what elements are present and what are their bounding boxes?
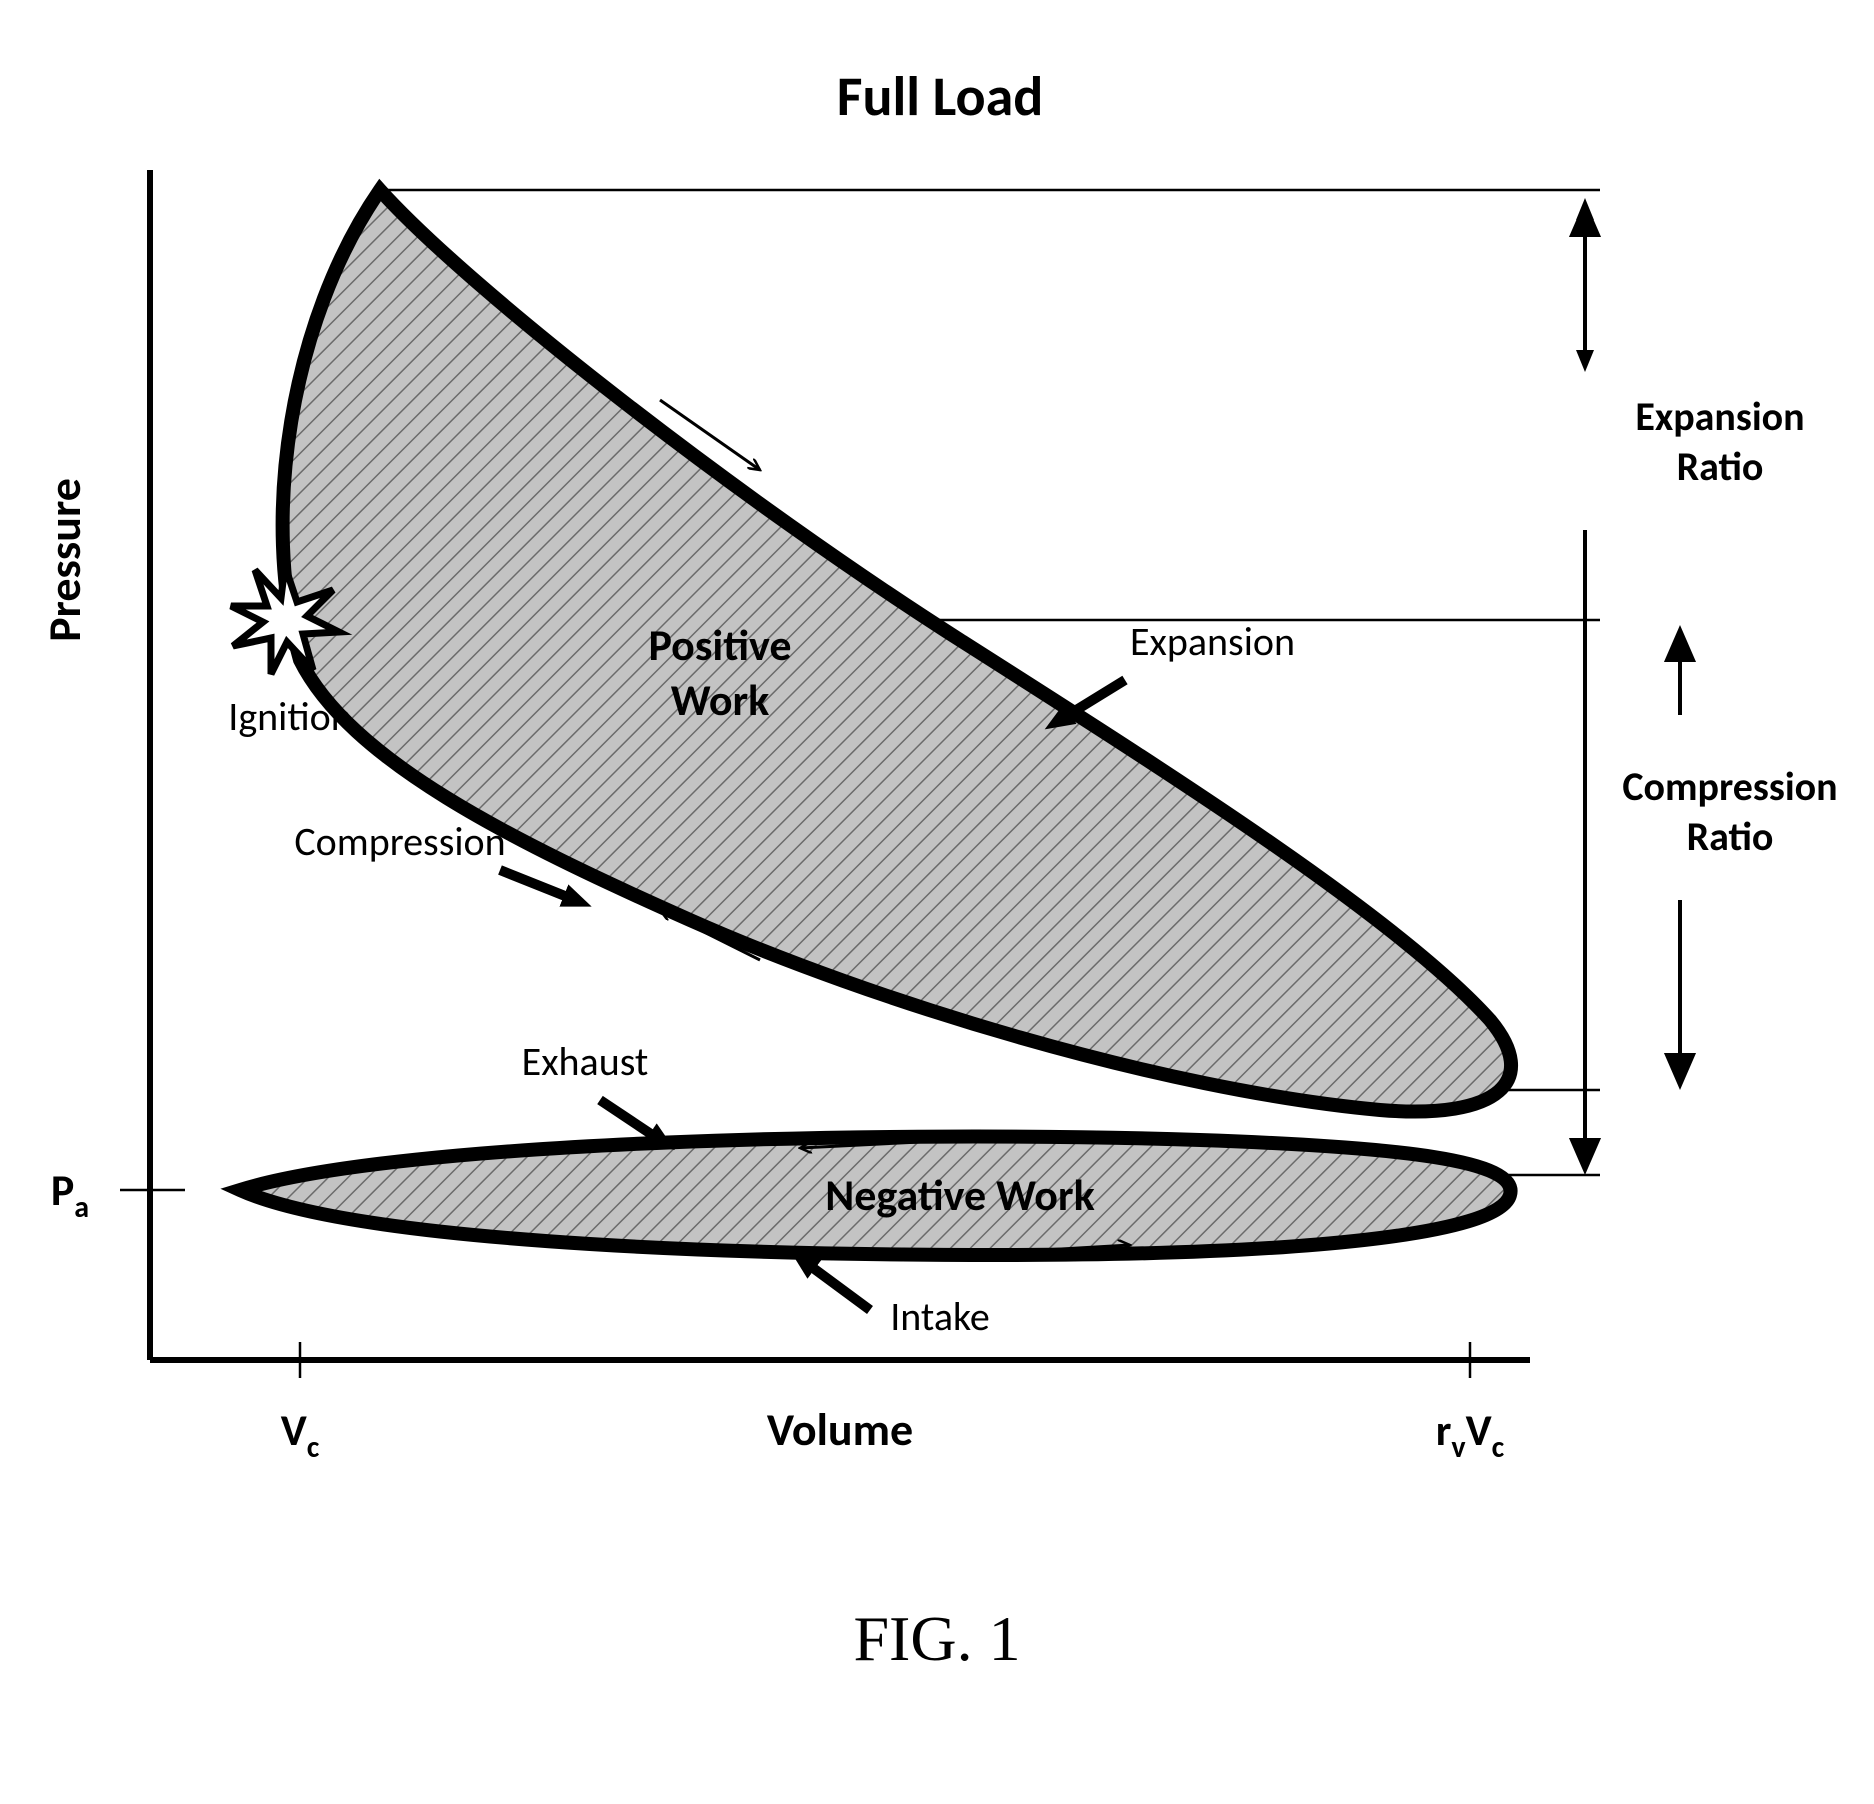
y-axis-label: Pressure bbox=[37, 478, 93, 642]
compression-ratio-l1: Compression bbox=[1622, 762, 1837, 811]
expansion-ratio-l1: Expansion bbox=[1635, 392, 1804, 441]
intake-label: Intake bbox=[890, 1292, 990, 1341]
compression-ratio-l2: Ratio bbox=[1687, 812, 1774, 861]
figure-container: Full Load bbox=[0, 0, 1874, 1804]
pv-diagram-svg: Full Load bbox=[0, 0, 1874, 1804]
ratio-arrows bbox=[1572, 205, 1693, 1170]
negative-work-label: Negative Work bbox=[825, 1168, 1094, 1222]
ignition-label: Ignition bbox=[228, 692, 352, 741]
positive-work-label-l2: Work bbox=[671, 673, 770, 727]
positive-work-label-l1: Positive bbox=[648, 618, 791, 672]
exhaust-label: Exhaust bbox=[522, 1037, 649, 1086]
expansion-ratio-l2: Ratio bbox=[1677, 442, 1764, 491]
vc-tick-label: Vc bbox=[281, 1403, 320, 1466]
chart-title: Full Load bbox=[837, 63, 1044, 131]
compression-label: Compression bbox=[294, 817, 505, 866]
expansion-label: Expansion bbox=[1130, 617, 1295, 666]
figure-caption: FIG. 1 bbox=[853, 1603, 1020, 1674]
positive-work-region bbox=[283, 190, 1511, 1112]
x-axis-label: Volume bbox=[767, 1402, 913, 1458]
pa-tick-label: Pa bbox=[51, 1163, 89, 1226]
rvvc-tick-label: rvVc bbox=[1436, 1403, 1505, 1466]
